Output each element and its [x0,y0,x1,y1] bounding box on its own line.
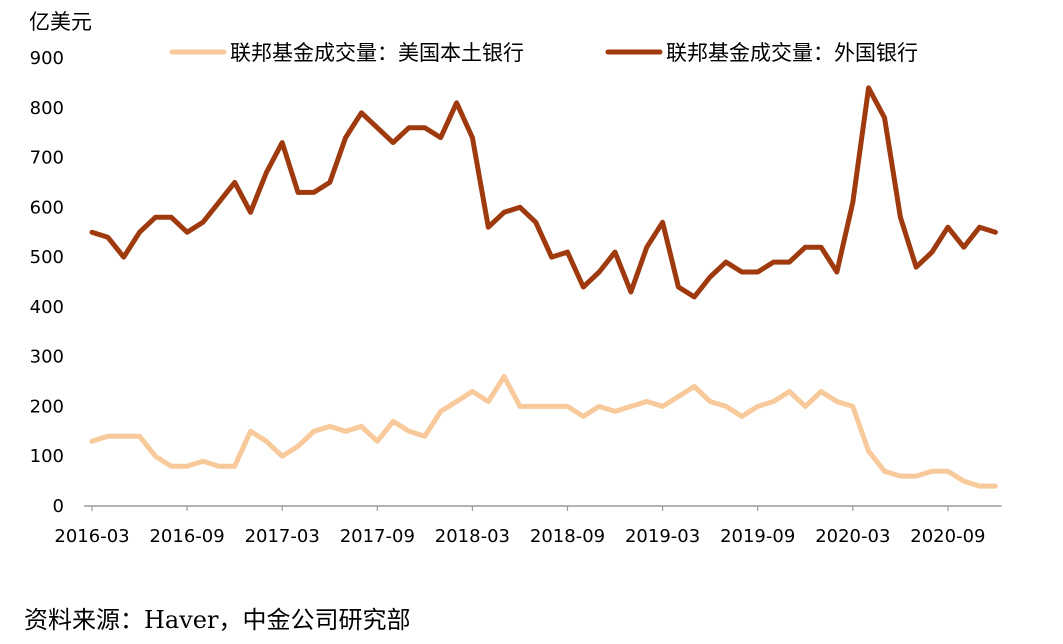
x-tick-label: 2020-09 [910,526,985,547]
source-note: 资料来源：Haver，中金公司研究部 [24,606,411,634]
x-tick-label: 2017-09 [340,526,415,547]
y-tick-label: 800 [30,98,64,119]
line-chart: 亿美元 联邦基金成交量：美国本土银行 联邦基金成交量：外国银行 0 100 200 30… [29,10,1002,547]
legend: 联邦基金成交量：美国本土银行 联邦基金成交量：外国银行 [169,41,918,65]
y-tick-label: 100 [30,446,64,467]
y-tick-label: 600 [30,197,64,218]
legend-label-1: 联邦基金成交量：美国本土银行 [230,41,524,65]
y-tick-label: 0 [53,496,64,517]
x-axis-ticks: 2016-03 2016-09 2017-03 2017-09 2018-03 2018-… [54,506,986,547]
y-tick-label: 900 [30,48,64,69]
x-tick-label: 2019-03 [625,526,700,547]
x-tick-label: 2016-03 [54,526,129,547]
y-tick-label: 300 [30,347,64,368]
series-line-2 [89,85,998,300]
x-tick-label: 2019-09 [720,526,795,547]
x-tick-label: 2020-03 [815,526,890,547]
x-tick-label: 2018-03 [435,526,510,547]
x-tick-label: 2016-09 [149,526,224,547]
x-tick-label: 2017-03 [245,526,320,547]
x-tick-label: 2018-09 [530,526,605,547]
y-tick-label: 500 [30,247,64,268]
y-tick-label: 700 [30,148,64,169]
y-tick-label: 400 [30,297,64,318]
series-line-1 [89,374,998,489]
y-axis-unit-label: 亿美元 [29,10,92,34]
y-axis-ticks: 0 100 200 300 400 500 600 700 800 900 [30,48,64,517]
series-group [89,85,998,489]
y-tick-label: 200 [30,396,64,417]
legend-label-2: 联邦基金成交量：外国银行 [666,41,918,65]
